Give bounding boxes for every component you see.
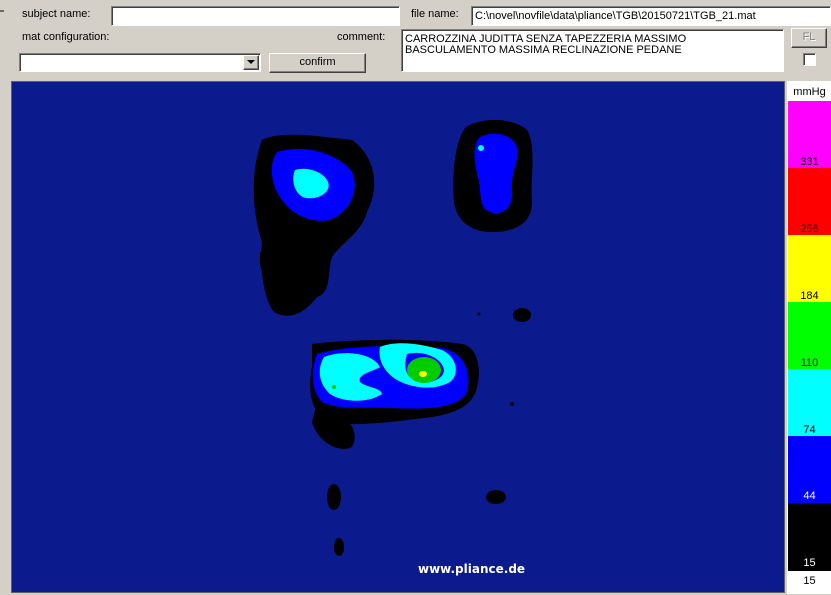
scale-tick-331: 331 — [800, 156, 819, 168]
pressure-spot-bottom-2 — [486, 490, 506, 504]
comment-textarea[interactable]: CARROZZINA JUDITTA SENZA TAPEZZERIA MASS… — [401, 29, 784, 72]
pressure-zone-lower-left-cyan — [319, 353, 382, 401]
file-name-value: C:\novel\novfile\data\pliance\TGB\201507… — [475, 10, 756, 22]
pressure-zone-upper-left-cyan — [293, 168, 329, 199]
subject-name-label: subject name: — [22, 8, 91, 20]
subject-name-input[interactable] — [111, 6, 400, 26]
pressure-scale-legend: mmHg 331 258 184 110 74 44 15 15 — [787, 81, 831, 594]
checkbox[interactable] — [803, 53, 816, 66]
watermark: www.pliance.de — [418, 562, 525, 576]
file-name-label: file name: — [411, 8, 459, 20]
mat-configuration-select[interactable] — [19, 53, 261, 72]
scale-band-red — [788, 168, 831, 235]
pressure-region-upper-left-sub — [267, 260, 324, 299]
scale-tick-184: 184 — [800, 290, 819, 302]
pressure-spot-small — [477, 312, 481, 316]
pressure-spot-bottom-3 — [334, 538, 344, 556]
scale-tick-110: 110 — [800, 357, 819, 369]
scale-band-cyan — [788, 369, 831, 436]
chevron-down-icon — [247, 60, 255, 65]
pressure-spot-tiny — [510, 402, 514, 406]
pressure-spot-right — [513, 308, 531, 322]
file-name-field[interactable]: C:\novel\novfile\data\pliance\TGB\201507… — [471, 6, 831, 26]
pressure-peak-yellow — [419, 371, 427, 377]
scale-tick-15: 15 — [803, 557, 816, 569]
scale-band-yellow — [788, 235, 831, 302]
pressure-zone-upper-right-blue — [474, 133, 518, 214]
scale-band-green — [788, 302, 831, 369]
pressure-spot-lower-left-green — [332, 385, 336, 389]
scale-band-magenta — [788, 101, 831, 168]
scale-unit: mmHg — [793, 86, 826, 98]
comment-line-2: BASCULAMENTO MASSIMA RECLINAZIONE PEDANE — [405, 44, 682, 56]
pressure-spot-bottom-1 — [327, 484, 341, 510]
dropdown-arrow-button[interactable] — [243, 55, 259, 70]
pressure-map-graphic: www.pliance.de — [253, 119, 533, 576]
pressure-heatmap: www.pliance.de — [11, 81, 785, 593]
confirm-button[interactable]: confirm — [269, 53, 366, 73]
scale-tick-258: 258 — [800, 223, 819, 235]
scale-band-blue — [788, 436, 831, 503]
comment-label: comment: — [337, 31, 386, 43]
scale-tick-44: 44 — [803, 490, 816, 502]
comment-line-1: CARROZZINA JUDITTA SENZA TAPEZZERIA MASS… — [405, 33, 687, 45]
fl-button[interactable]: FL — [791, 28, 827, 48]
pressure-region-lower-tail — [312, 402, 355, 449]
window-edge-mark — [0, 10, 4, 12]
pressure-zone-lower-green — [407, 357, 441, 383]
scale-tick-74: 74 — [803, 424, 816, 436]
scale-bottom-label: 15 — [803, 575, 816, 587]
mat-configuration-label: mat configuration: — [22, 31, 110, 43]
pressure-spot-upper-right — [478, 145, 484, 151]
scale-band-black — [788, 503, 831, 571]
